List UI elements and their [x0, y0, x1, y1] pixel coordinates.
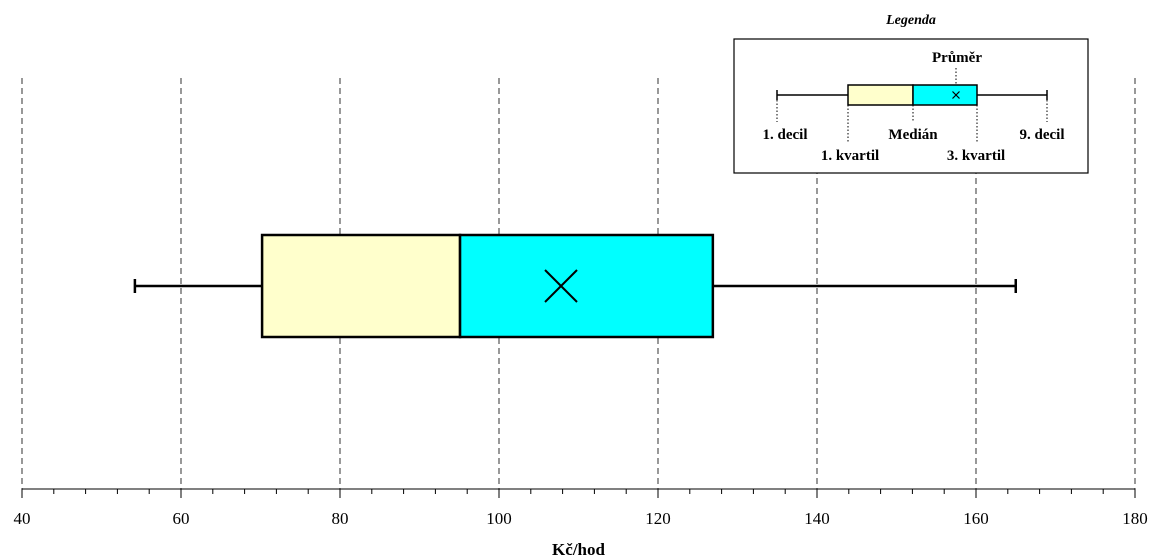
- x-axis-title: Kč/hod: [552, 540, 605, 559]
- tick-label-80: 80: [332, 509, 349, 528]
- box-lower: [260, 233, 462, 339]
- tick-label-100: 100: [486, 509, 512, 528]
- tick-label-40: 40: [14, 509, 31, 528]
- legend-label-decile-1: 1. decil: [763, 127, 808, 143]
- tick-label-140: 140: [804, 509, 830, 528]
- legend-label-mean: Průměr: [932, 50, 982, 66]
- legend-title: Legenda: [885, 13, 936, 28]
- box-upper: [458, 233, 715, 339]
- legend-label-median: Medián: [888, 127, 938, 143]
- legend-box-lower: [847, 84, 914, 106]
- boxplot: [133, 233, 1017, 339]
- tick-label-60: 60: [173, 509, 190, 528]
- legend-frame: [733, 38, 1089, 174]
- legend-label-quartile-3: 3. kvartil: [947, 148, 1005, 164]
- tick-label-120: 120: [645, 509, 671, 528]
- x-axis-ticks: 40 60 80 100 120 140 160 180: [14, 489, 1148, 528]
- mean-marker: [544, 269, 578, 303]
- legend-box-upper: [912, 84, 978, 106]
- tick-label-180: 180: [1122, 509, 1148, 528]
- legend-mean-marker: [952, 91, 960, 99]
- legend-label-decile-9: 9. decil: [1020, 127, 1065, 143]
- legend: Legenda Průměr 1. decil 1. kvartil Mediá…: [733, 13, 1089, 174]
- legend-boxplot: [776, 68, 1048, 143]
- tick-label-160: 160: [963, 509, 989, 528]
- legend-label-quartile-1: 1. kvartil: [821, 148, 879, 164]
